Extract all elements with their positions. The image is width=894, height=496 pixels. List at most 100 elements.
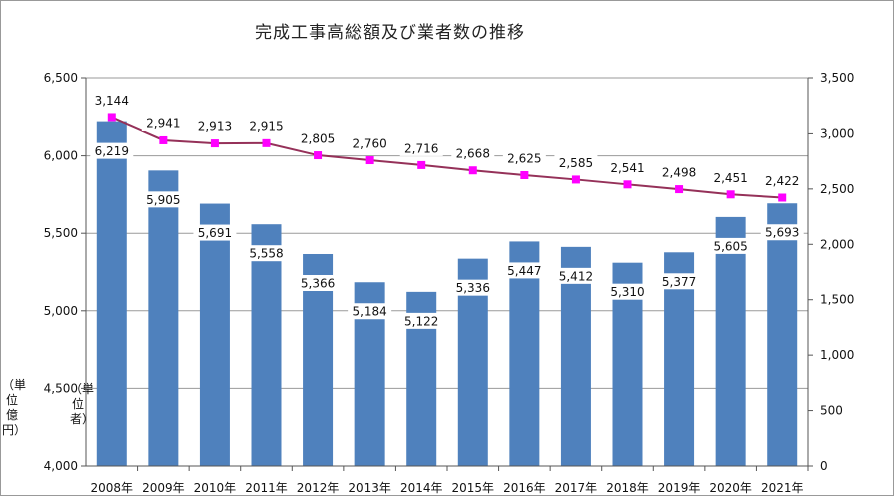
line-marker [107,113,116,122]
line-value-label: 2,668 [456,147,490,161]
bar-value-label: 5,447 [507,264,541,278]
line-value-label-group: 2,585 [554,154,598,171]
line-value-label: 2,422 [765,174,799,188]
axes: 4,000 4,500 5,000 5,500 6,000 6,500 0 500 1,000 1… [44,71,855,495]
line-value-label: 2,498 [662,166,696,180]
bar [767,203,798,466]
left-axis-tick-label: 5,500 [44,226,78,240]
line-value-label-bg [709,169,753,186]
bar-value-label-group: 5,377 [657,273,701,290]
line-value-label: 2,541 [610,161,644,175]
line-value-label: 2,585 [559,156,593,170]
x-axis-tick-label: 2010年 [194,481,237,495]
x-axis-tick-label: 2016年 [503,481,546,495]
left-axis-tick-label: 6,000 [44,149,78,163]
bar-value-label: 5,310 [610,285,644,299]
line-value-label-group: 2,668 [451,145,495,162]
bar-value-label-bg [451,279,495,296]
x-axis-tick-label: 2011年 [245,481,288,495]
bar-value-label-group: 6,219 [90,142,134,159]
bar-value-label: 5,377 [662,275,696,289]
bar-value-label-bg [606,283,649,300]
line-value-label-group: 2,422 [760,172,804,189]
bar-value-label: 6,219 [95,144,129,158]
line-marker [210,139,219,148]
bar-value-label: 5,122 [404,314,438,328]
x-axis-tick-label: 2012年 [297,481,340,495]
bar-value-label: 5,366 [301,276,335,290]
line-series [107,113,787,202]
line-value-label-bg [399,139,443,156]
x-axis-tick-label: 2014年 [400,481,443,495]
line-marker [262,138,271,147]
left-axis-tick-label: 6,500 [44,71,78,85]
line-value-label-bg [141,114,185,131]
bar-value-label-bg [245,245,288,262]
line-value-label: 2,451 [713,171,747,185]
line-value-label-group: 2,941 [141,114,185,131]
line-value-label-bg [657,164,701,181]
grid-lines [86,77,808,467]
right-axis-tick-label: 1,000 [820,348,854,362]
line-value-label-group: 2,805 [296,130,340,147]
line-value-label-group: 2,498 [657,164,701,181]
bar-value-label-bg [141,191,185,208]
line-value-label-bg [90,92,134,109]
bar-value-label-group: 5,558 [245,245,288,262]
line-value-label-bg [348,135,392,152]
line-value-label: 3,144 [95,94,129,108]
bar-value-label-group: 5,693 [760,224,804,241]
right-axis-tick-label: 3,500 [820,71,854,85]
bar-value-label: 5,691 [198,226,232,240]
bar-value-label-group: 5,412 [554,267,598,284]
line-value-label: 2,941 [146,116,180,130]
line-value-label-bg [245,117,288,134]
line-marker [675,185,684,194]
line-value-label-bg [554,154,598,171]
bar-value-label: 5,336 [456,281,490,295]
line-value-label-bg [193,118,237,135]
line-value-label-group: 2,716 [399,139,443,156]
right-axis-tick-label: 500 [820,404,843,418]
x-axis-tick-label: 2008年 [91,481,134,495]
line-marker [623,180,632,189]
x-axis-tick-label: 2020年 [709,481,752,495]
x-axis-tick-label: 2013年 [348,481,391,495]
line-value-label-group: 2,625 [502,150,546,166]
bar-value-label-group: 5,447 [502,262,546,279]
data-labels: 6,219 5,905 5,691 5,558 5,366 5,184 5,122 5,336… [90,92,804,329]
right-axis-tick-label: 2,000 [820,237,854,251]
bar-value-label: 5,693 [765,226,799,240]
bar-value-label-bg [657,273,701,290]
right-axis-tick-label: 0 [820,459,828,473]
line-value-label: 2,913 [198,120,232,134]
bar-value-label: 5,184 [352,305,386,319]
x-axis-tick-label: 2021年 [761,481,804,495]
left-axis-tick-label: 4,000 [44,459,78,473]
line-marker [778,193,787,202]
left-axis-tick-label: 5,000 [44,304,78,318]
line-value-label-group: 2,915 [245,117,288,134]
bar [715,216,746,466]
bar-value-label-bg [348,303,392,320]
line-value-label: 2,625 [507,152,541,166]
left-axis-tick-label: 4,500 [44,381,78,395]
bar [96,121,127,466]
x-axis-tick-label: 2019年 [658,481,701,495]
right-axis-tick-label: 2,500 [820,182,854,196]
bar-value-label-group: 5,905 [141,191,185,208]
bar-value-label-bg [90,142,134,159]
line-value-label-bg [502,150,546,166]
line-value-label-bg [451,145,495,162]
bar-value-label-group: 5,336 [451,279,495,296]
line-value-label: 2,716 [404,141,438,155]
bar [148,170,179,466]
bar-value-label: 5,412 [559,269,593,283]
bar-value-label-group: 5,605 [709,237,753,254]
chart-title: 完成工事高総額及び業者数の推移 [255,23,525,43]
x-axis-tick-label: 2009年 [142,481,185,495]
right-axis-tick-label: 3,000 [820,126,854,140]
line-value-label-group: 3,144 [90,92,134,109]
line-path [111,116,783,199]
